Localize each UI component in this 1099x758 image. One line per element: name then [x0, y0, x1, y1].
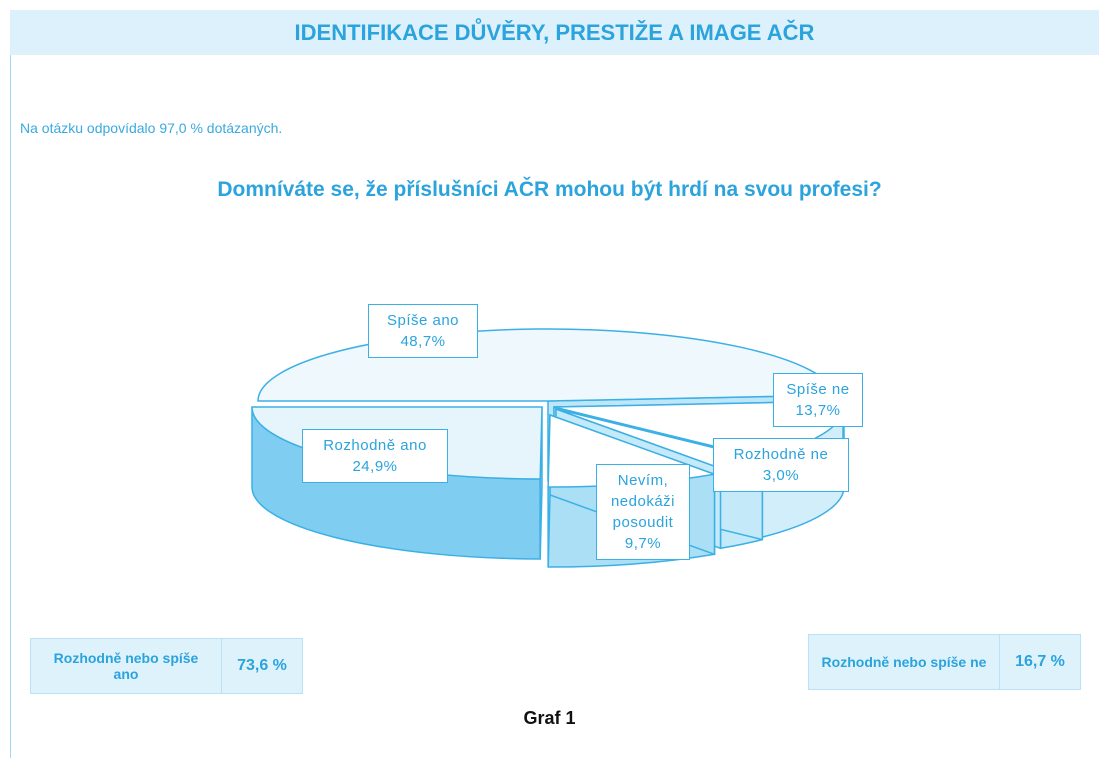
header-title: IDENTIFIKACE DŮVĚRY, PRESTIŽE A IMAGE AČ… — [10, 10, 1099, 55]
chart-title: Domníváte se, že příslušníci AČR mohou b… — [217, 178, 882, 201]
category-label: Spíše ano — [386, 312, 460, 329]
value-label: 48,7% — [400, 333, 446, 350]
border — [10, 55, 11, 758]
summary-value: 16,7 % — [1015, 653, 1065, 670]
summary-box: Rozhodně nebo spíše ano 73,6 % — [30, 638, 303, 694]
slice-label: Rozhodně ano 24,9% — [302, 429, 448, 483]
slice-label: Spíše ne 13,7% — [773, 373, 863, 427]
summary-box: Rozhodně nebo spíše ne 16,7 % — [808, 634, 1081, 690]
slice — [257, 328, 839, 402]
value-label: 3,0% — [762, 467, 800, 484]
caption: Graf 1 — [523, 708, 576, 728]
category-label: Rozhodně ne — [733, 446, 829, 463]
value-label: 13,7% — [795, 402, 841, 419]
value-label: 9,7% — [624, 535, 662, 552]
slice-label: Rozhodně ne 3,0% — [713, 438, 849, 492]
summary-label: Rozhodně nebo spíše ano — [31, 639, 222, 693]
category-label: Spíše ne — [786, 381, 850, 398]
summary-value: 73,6 % — [237, 657, 287, 674]
slice-label: Spíše ano 48,7% — [368, 304, 478, 358]
slice-label: Nevím, nedokáži posoudit 9,7% — [596, 464, 690, 560]
note: Na otázku odpovídalo 97,0 % dotázaných. — [20, 120, 283, 136]
category-label: Nevím, nedokáži posoudit — [610, 472, 676, 531]
value-label: 24,9% — [352, 458, 398, 475]
summary-label: Rozhodně nebo spíše ne — [809, 635, 1000, 689]
category-label: Rozhodně ano — [323, 437, 427, 454]
